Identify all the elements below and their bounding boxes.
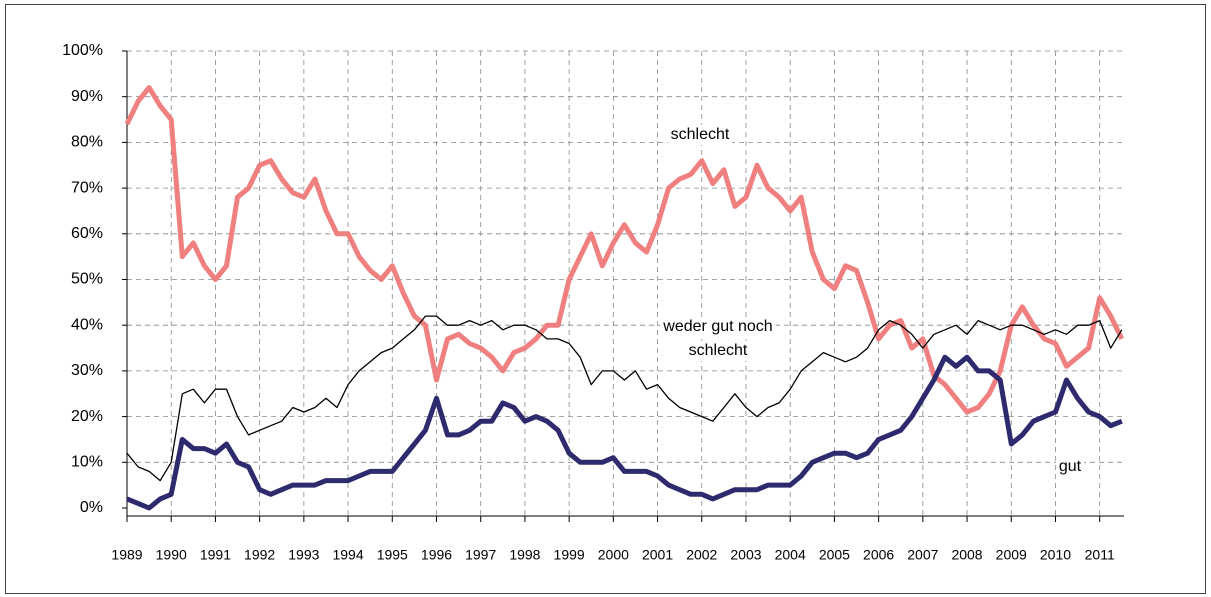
y-tick-label: 90% [71,88,103,105]
x-tick-label: 1994 [332,547,363,563]
x-tick-label: 2008 [951,547,982,563]
x-tick-label: 1995 [377,547,408,563]
x-tick-label: 2009 [996,547,1027,563]
y-tick-label: 20% [71,408,103,425]
annotation: weder gut noch [662,318,772,335]
x-tick-label: 2001 [642,547,673,563]
x-tick-label: 1991 [200,547,231,563]
annotation: gut [1059,458,1082,475]
y-tick-label: 0% [80,499,103,516]
x-tick-label: 1997 [465,547,496,563]
x-tick-label: 1996 [421,547,452,563]
frame [5,4,1206,594]
y-tick-label: 70% [71,179,103,196]
series-line [126,315,1123,482]
y-tick-label: 60% [71,225,103,242]
y-tick-label: 100% [62,42,103,59]
x-tick-label: 2000 [598,547,629,563]
y-tick-label: 30% [71,362,103,379]
x-tick-label: 2007 [907,547,938,563]
series-line [126,354,1123,511]
y-tick-label: 10% [71,454,103,471]
y-tick-label: 40% [71,316,103,333]
annotation-bg [660,317,776,337]
annotation: schlecht [671,126,730,143]
x-tick-label: 1990 [156,547,187,563]
x-tick-label: 1993 [288,547,319,563]
series-line [124,85,1125,415]
x-tick-label: 2005 [819,547,850,563]
x-tick-label: 2002 [686,547,717,563]
x-tick-label: 1998 [509,547,540,563]
x-tick-label: 2003 [730,547,761,563]
x-tick-label: 1989 [111,547,142,563]
x-tick-label: 2010 [1040,547,1071,563]
annotation-bg [667,125,733,145]
y-tick-label: 50% [71,271,103,288]
annotation: schlecht [689,342,748,359]
x-tick-label: 2011 [1085,547,1115,563]
x-tick-label: 2006 [863,547,894,563]
x-tick-label: 2004 [775,547,806,563]
annotation-bg [1055,457,1085,477]
y-tick-label: 80% [71,134,103,151]
x-tick-label: 1992 [244,547,275,563]
annotation-bg [685,341,751,361]
x-tick-label: 1999 [554,547,585,563]
